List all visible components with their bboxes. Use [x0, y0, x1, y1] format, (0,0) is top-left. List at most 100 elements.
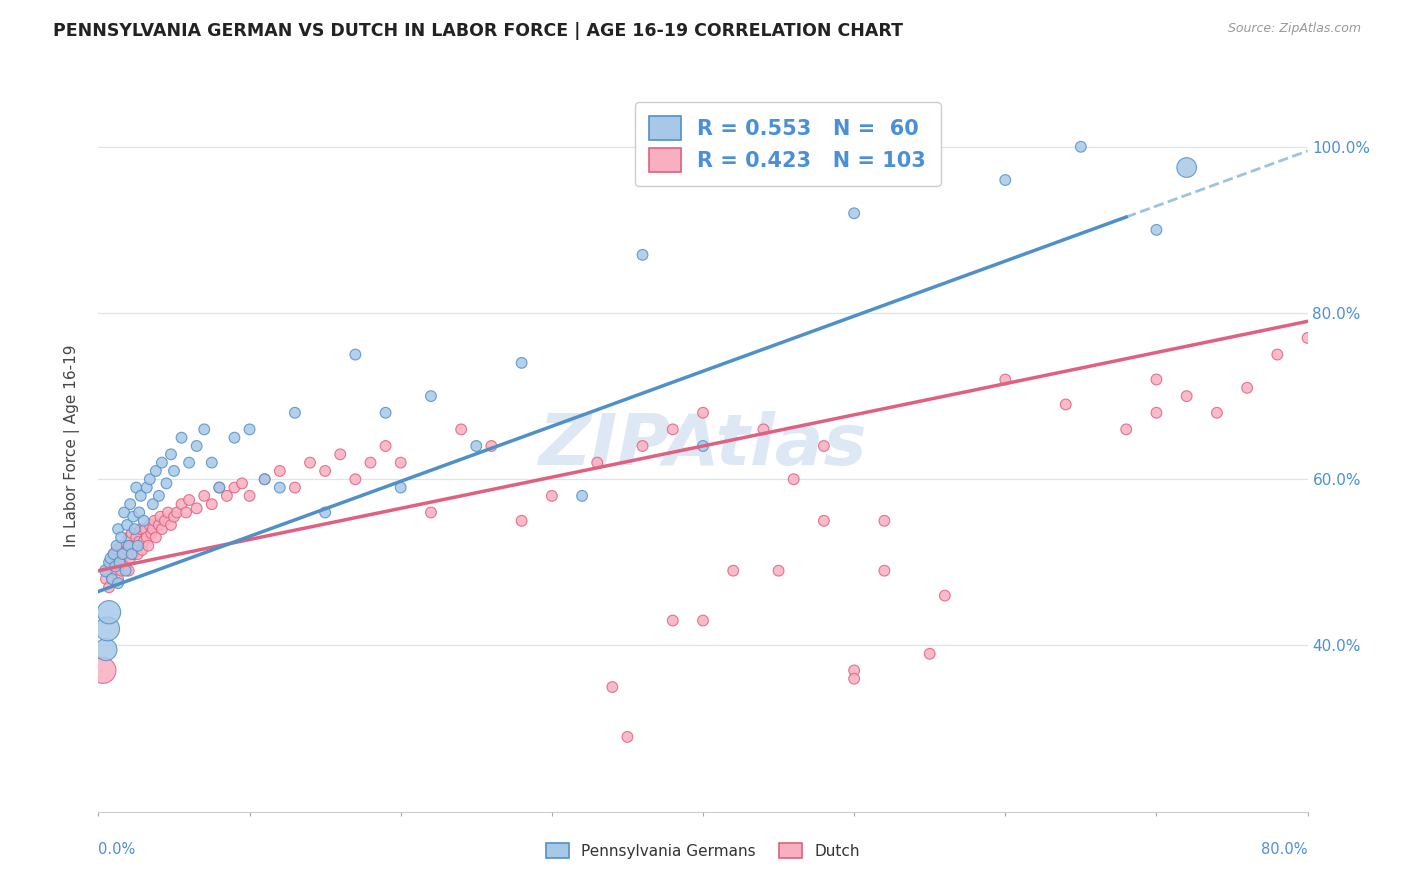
- Point: [142, 522, 165, 536]
- Point: [783, 472, 806, 486]
- Point: [571, 489, 593, 503]
- Legend: Pennsylvania Germans, Dutch: Pennsylvania Germans, Dutch: [538, 835, 868, 866]
- Point: [124, 539, 146, 553]
- Point: [314, 506, 336, 520]
- Point: [186, 439, 208, 453]
- Point: [201, 456, 224, 470]
- Text: Source: ZipAtlas.com: Source: ZipAtlas.com: [1227, 22, 1361, 36]
- Point: [193, 489, 215, 503]
- Point: [124, 522, 146, 536]
- Point: [112, 506, 135, 520]
- Point: [100, 555, 122, 569]
- Point: [215, 489, 238, 503]
- Point: [139, 472, 162, 486]
- Point: [692, 439, 714, 453]
- Point: [602, 680, 624, 694]
- Point: [122, 509, 145, 524]
- Point: [127, 539, 149, 553]
- Point: [389, 456, 412, 470]
- Point: [114, 564, 136, 578]
- Point: [115, 542, 138, 557]
- Point: [631, 248, 654, 262]
- Point: [128, 534, 150, 549]
- Point: [994, 372, 1017, 386]
- Point: [98, 605, 121, 619]
- Point: [586, 456, 609, 470]
- Point: [1115, 422, 1137, 436]
- Point: [1175, 161, 1198, 175]
- Point: [125, 530, 148, 544]
- Point: [114, 559, 136, 574]
- Point: [143, 514, 166, 528]
- Point: [344, 472, 367, 486]
- Point: [120, 497, 142, 511]
- Point: [253, 472, 276, 486]
- Point: [450, 422, 472, 436]
- Point: [224, 431, 246, 445]
- Point: [239, 489, 262, 503]
- Point: [104, 559, 127, 574]
- Point: [329, 447, 352, 461]
- Point: [723, 564, 745, 578]
- Text: ZIPAtlas: ZIPAtlas: [538, 411, 868, 481]
- Point: [179, 456, 201, 470]
- Point: [193, 422, 215, 436]
- Point: [284, 481, 307, 495]
- Point: [107, 576, 129, 591]
- Point: [118, 530, 141, 544]
- Point: [201, 497, 224, 511]
- Point: [135, 481, 157, 495]
- Point: [540, 489, 562, 503]
- Point: [1070, 140, 1092, 154]
- Point: [105, 539, 128, 553]
- Point: [661, 422, 683, 436]
- Point: [127, 547, 149, 561]
- Point: [692, 614, 714, 628]
- Point: [134, 522, 156, 536]
- Point: [208, 481, 231, 495]
- Point: [661, 614, 683, 628]
- Point: [1144, 223, 1167, 237]
- Point: [120, 551, 142, 566]
- Point: [139, 518, 162, 533]
- Point: [465, 439, 488, 453]
- Point: [631, 439, 654, 453]
- Point: [1144, 372, 1167, 386]
- Point: [129, 489, 152, 503]
- Point: [510, 356, 533, 370]
- Point: [344, 348, 367, 362]
- Point: [98, 580, 121, 594]
- Point: [692, 406, 714, 420]
- Point: [145, 464, 167, 478]
- Point: [118, 539, 141, 553]
- Point: [94, 572, 117, 586]
- Point: [163, 464, 186, 478]
- Point: [148, 518, 170, 533]
- Point: [360, 456, 382, 470]
- Point: [150, 522, 173, 536]
- Point: [105, 555, 128, 569]
- Point: [1267, 348, 1289, 362]
- Point: [131, 542, 153, 557]
- Point: [174, 506, 197, 520]
- Point: [91, 664, 114, 678]
- Point: [118, 564, 141, 578]
- Point: [374, 439, 396, 453]
- Point: [107, 522, 129, 536]
- Point: [208, 481, 231, 495]
- Point: [110, 539, 132, 553]
- Point: [314, 464, 336, 478]
- Point: [104, 564, 127, 578]
- Point: [153, 514, 176, 528]
- Point: [1175, 389, 1198, 403]
- Point: [253, 472, 276, 486]
- Point: [934, 589, 956, 603]
- Text: 80.0%: 80.0%: [1261, 842, 1308, 857]
- Point: [170, 497, 193, 511]
- Point: [96, 622, 118, 636]
- Point: [918, 647, 941, 661]
- Point: [420, 389, 443, 403]
- Point: [100, 551, 122, 566]
- Point: [813, 514, 835, 528]
- Point: [873, 514, 896, 528]
